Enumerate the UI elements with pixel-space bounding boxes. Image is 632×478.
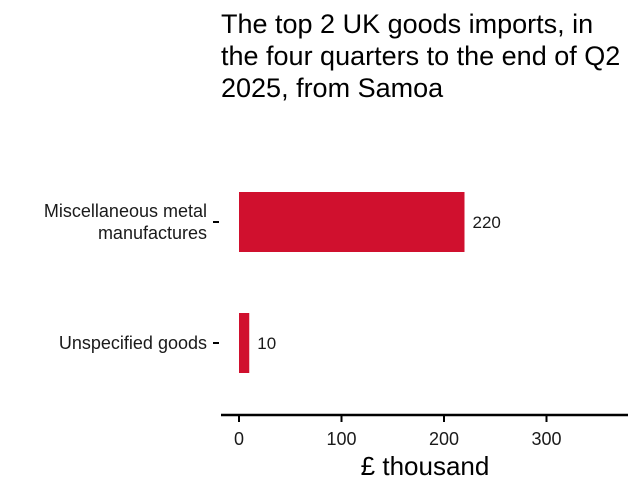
labels-layer: 220 Miscellaneous metal manufactures 10 Unsp… bbox=[44, 201, 501, 353]
value-label-1: 220 bbox=[473, 213, 501, 232]
x-axis-title: £ thousand bbox=[361, 451, 490, 478]
x-tick-label-100: 100 bbox=[326, 429, 356, 449]
bar-2 bbox=[239, 313, 250, 373]
x-axis: 0 100 200 300 bbox=[213, 221, 628, 449]
bar-1 bbox=[239, 192, 465, 252]
value-label-2: 10 bbox=[257, 334, 276, 353]
x-tick-label-300: 300 bbox=[531, 429, 561, 449]
x-tick-label-200: 200 bbox=[429, 429, 459, 449]
bars-layer bbox=[239, 192, 465, 373]
category-label-1: Miscellaneous metal manufactures bbox=[44, 201, 207, 243]
chart-title: The top 2 UK goods imports, in the four … bbox=[221, 9, 621, 103]
x-tick-label-0: 0 bbox=[234, 429, 244, 449]
category-label-2: Unspecified goods bbox=[59, 333, 207, 353]
